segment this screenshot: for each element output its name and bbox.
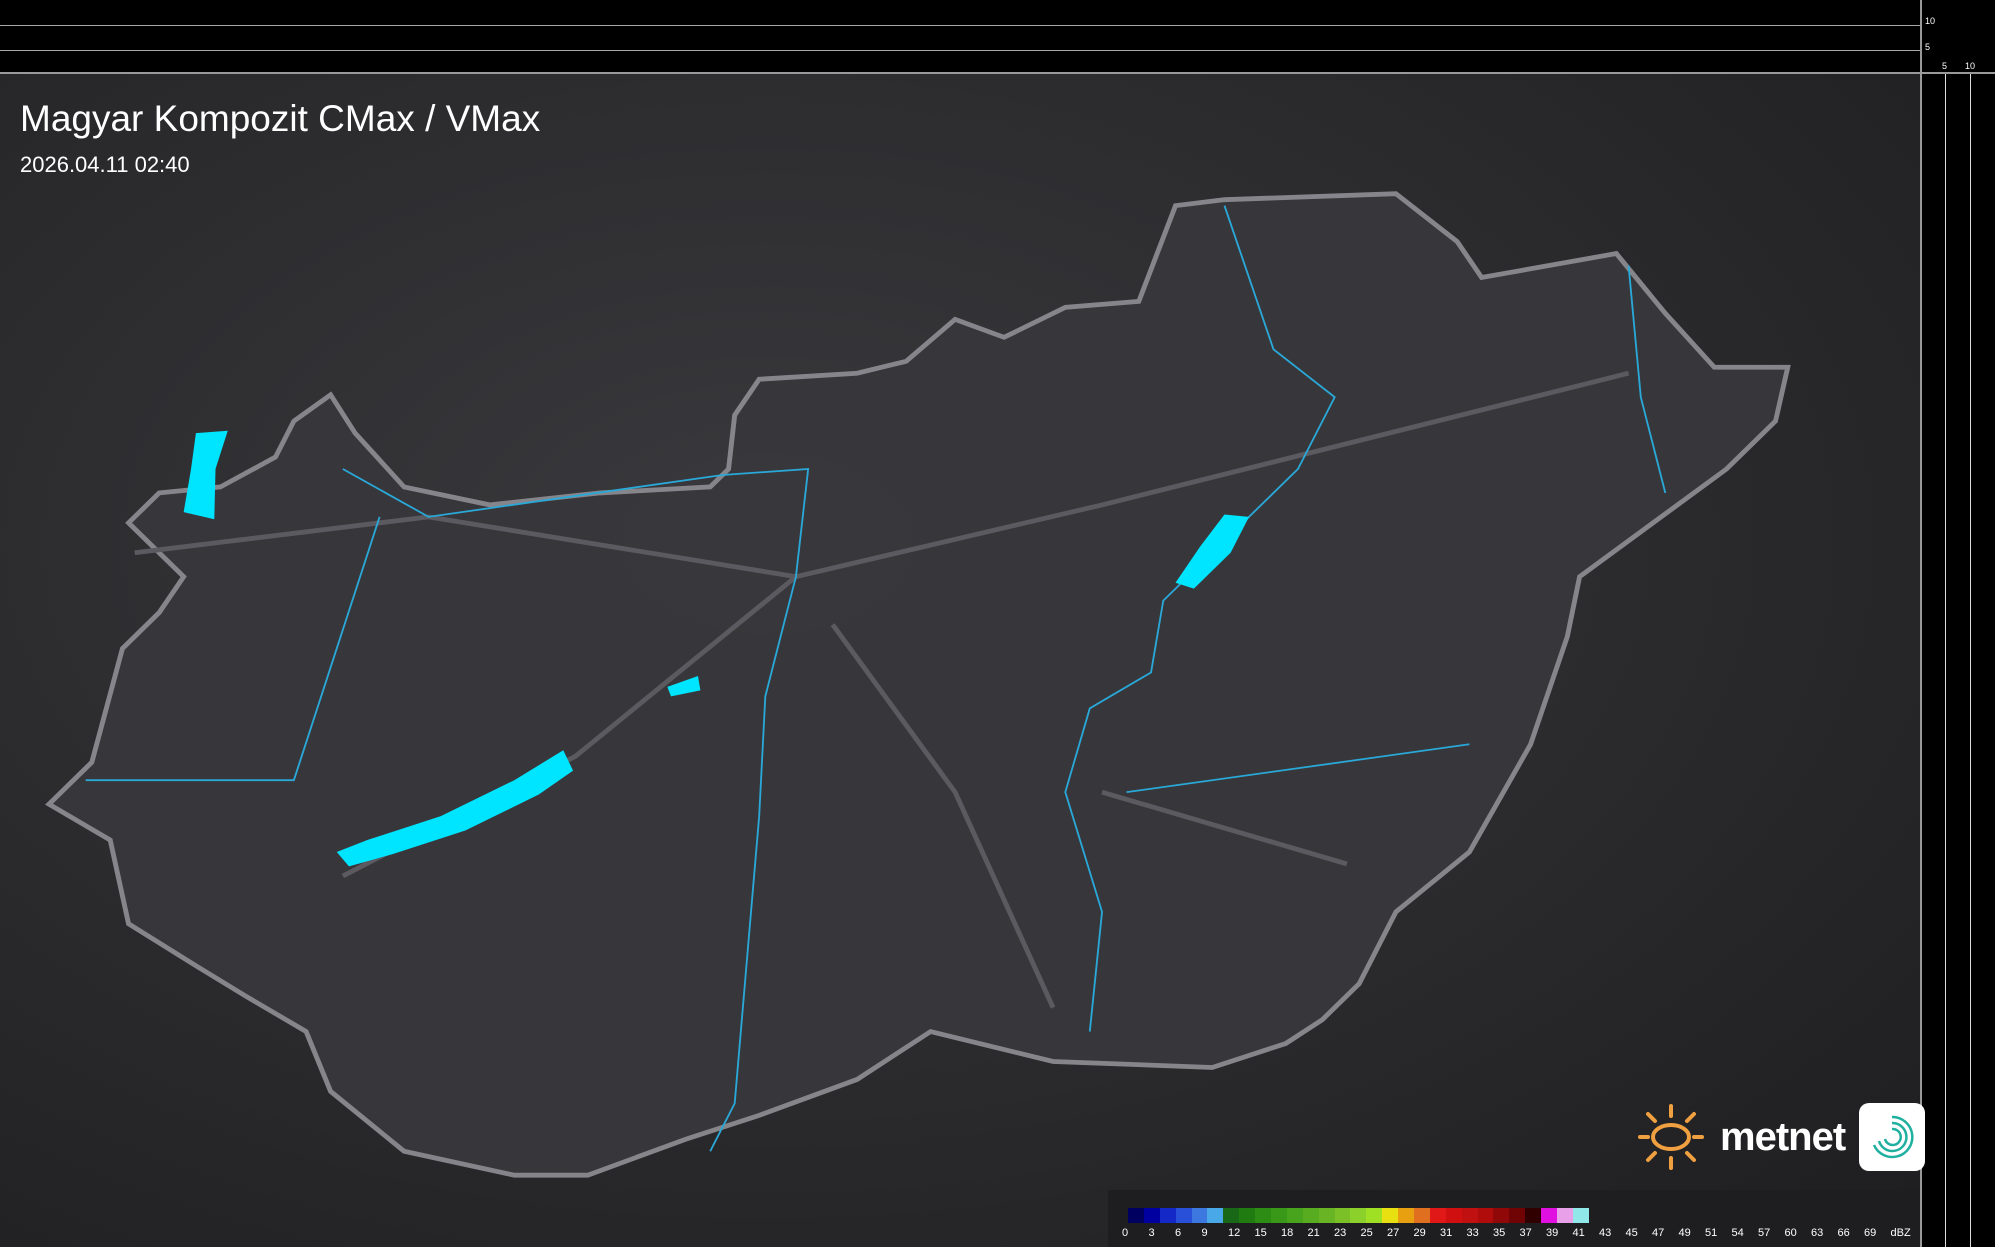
legend-label: 15: [1254, 1227, 1267, 1239]
legend-swatch: [1128, 1208, 1144, 1223]
legend-label: 9: [1201, 1227, 1208, 1239]
legend-label: 63: [1811, 1227, 1824, 1239]
legend-label: 33: [1466, 1227, 1479, 1239]
legend-label: 41: [1572, 1227, 1585, 1239]
legend-swatch: [1398, 1208, 1415, 1223]
legend-swatch: [1271, 1208, 1287, 1223]
swirl-icon: [1859, 1103, 1926, 1171]
legend-swatch: [1223, 1208, 1240, 1223]
legend-swatch: [1191, 1208, 1208, 1223]
radar-map[interactable]: [0, 74, 1920, 1247]
legend-label: 0: [1122, 1227, 1129, 1239]
vertical-tick-label: 10: [1925, 16, 1936, 26]
legend-label: 45: [1625, 1227, 1638, 1239]
legend-label: 21: [1307, 1227, 1320, 1239]
legend-swatch: [1509, 1208, 1526, 1223]
legend-swatch: [1541, 1208, 1558, 1223]
legend-label: 29: [1413, 1227, 1426, 1239]
legend-swatch: [1461, 1208, 1478, 1223]
legend-swatch: [1414, 1208, 1430, 1223]
vertical-tick-label: 5: [1925, 42, 1931, 52]
legend-label: 60: [1784, 1227, 1797, 1239]
legend-swatch: [1445, 1208, 1462, 1223]
legend-swatch: [1477, 1208, 1494, 1223]
legend-swatch: [1159, 1208, 1176, 1223]
legend-label: 23: [1334, 1227, 1347, 1239]
legend-labels: 0 3 6 9 12 15 18 21 23 25 27 29 31 33 35 37 39 41 43 45 47 49…: [1122, 1227, 1917, 1239]
horizontal-tick-label: 10: [1965, 61, 1976, 71]
legend-swatch: [1239, 1208, 1256, 1223]
legend-swatch: [1318, 1208, 1335, 1223]
legend-label: 66: [1837, 1227, 1850, 1239]
legend-label: 39: [1546, 1227, 1559, 1239]
map-datetime: 2026.04.11 02:40: [20, 152, 190, 177]
legend-label: 54: [1731, 1227, 1744, 1239]
legend-label: 12: [1228, 1227, 1241, 1239]
country-outline: [45, 191, 1791, 1178]
dbz-legend: 0 3 6 9 12 15 18 21 23 25 27 29 31 33 35 37 39 41 43 45 47 49…: [1108, 1190, 1920, 1247]
top-scale-strip: [0, 0, 1920, 73]
logo-text: metnet: [1720, 1114, 1846, 1159]
legend-swatch: [1429, 1208, 1446, 1223]
lake-velence: [667, 676, 701, 697]
legend-swatch: [1557, 1208, 1573, 1223]
legend-swatch: [1143, 1208, 1160, 1223]
legend-label: 51: [1705, 1227, 1718, 1239]
legend-label: 6: [1175, 1227, 1182, 1239]
legend-color-bar: [1128, 1208, 1589, 1223]
lake-neusiedl: [183, 430, 228, 520]
sun-icon: [1638, 1104, 1704, 1170]
legend-label: 25: [1360, 1227, 1373, 1239]
legend-label: 31: [1440, 1227, 1453, 1239]
legend-label: 43: [1599, 1227, 1612, 1239]
legend-swatch: [1207, 1208, 1224, 1223]
legend-label: 18: [1281, 1227, 1294, 1239]
legend-swatch: [1334, 1208, 1351, 1223]
lake-tisza: [1175, 514, 1249, 589]
legend-label: 37: [1519, 1227, 1532, 1239]
legend-label: 69: [1864, 1227, 1877, 1239]
map-title: Magyar Kompozit CMax / VMax: [20, 98, 541, 139]
lakes: [183, 430, 1249, 867]
legend-label: 35: [1493, 1227, 1506, 1239]
hungary-map: [45, 191, 1791, 1178]
legend-swatch: [1525, 1208, 1542, 1223]
legend-label: 47: [1652, 1227, 1665, 1239]
legend-label: 57: [1758, 1227, 1771, 1239]
legend-unit: dBZ: [1890, 1227, 1911, 1239]
metnet-logo: metnet: [1636, 1102, 1926, 1172]
legend-label: 27: [1387, 1227, 1400, 1239]
legend-swatch: [1255, 1208, 1272, 1223]
rivers: [85, 205, 1667, 1152]
legend-swatch: [1366, 1208, 1383, 1223]
legend-swatch: [1175, 1208, 1192, 1223]
lake-balaton: [336, 750, 574, 867]
legend-label: 49: [1678, 1227, 1691, 1239]
right-scale-strip: [1920, 0, 1995, 1247]
legend-label: 3: [1148, 1227, 1155, 1239]
horizontal-tick-label: 5: [1942, 61, 1948, 71]
legend-swatch: [1382, 1208, 1399, 1223]
legend-swatch: [1572, 1208, 1589, 1223]
legend-swatch: [1493, 1208, 1510, 1223]
legend-swatch: [1302, 1208, 1319, 1223]
legend-swatch: [1350, 1208, 1367, 1223]
legend-swatch: [1286, 1208, 1303, 1223]
